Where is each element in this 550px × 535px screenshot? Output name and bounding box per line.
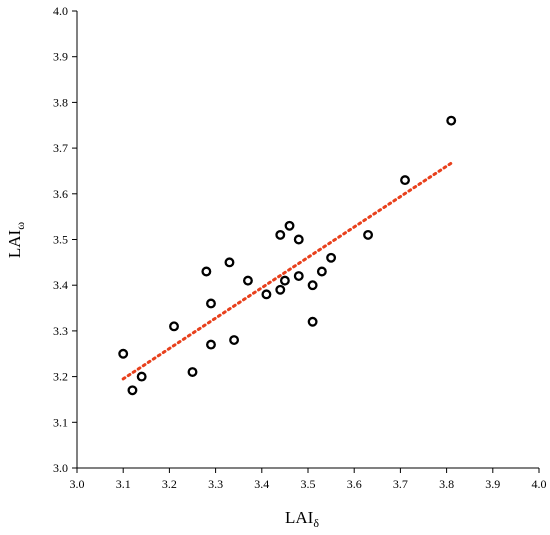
data-point bbox=[307, 280, 318, 291]
x-tick-label: 3.8 bbox=[439, 477, 454, 491]
data-point bbox=[127, 385, 138, 396]
data-point bbox=[169, 321, 179, 332]
data-point bbox=[224, 257, 235, 268]
data-point bbox=[261, 289, 272, 300]
data-point bbox=[275, 284, 286, 295]
x-tick-label: 3.4 bbox=[254, 477, 269, 491]
data-point bbox=[279, 275, 290, 286]
x-tick-label: 4.0 bbox=[532, 477, 547, 491]
data-point bbox=[316, 266, 327, 277]
y-tick-label: 3.8 bbox=[53, 95, 68, 109]
x-tick-label: 3.2 bbox=[162, 477, 177, 491]
data-point bbox=[242, 275, 253, 286]
x-tick-label: 3.9 bbox=[485, 477, 500, 491]
x-tick-label: 3.7 bbox=[393, 477, 408, 491]
data-point bbox=[326, 252, 337, 263]
trendline bbox=[121, 161, 453, 381]
trendline-layer bbox=[121, 161, 453, 381]
data-point bbox=[363, 229, 374, 240]
data-point bbox=[275, 229, 286, 240]
y-tick-label: 3.4 bbox=[53, 278, 68, 292]
data-point bbox=[400, 175, 410, 186]
y-tick-label: 3.3 bbox=[53, 324, 68, 338]
data-point bbox=[201, 266, 212, 277]
y-tick-label: 3.0 bbox=[53, 461, 68, 475]
x-tick-label: 3.3 bbox=[208, 477, 223, 491]
tick-labels: 3.0 3.1 3.2 3.3 3.4 3.5 3.6 3.7 3.8 3.9 4.0 3.0 3.1 3… bbox=[53, 4, 547, 491]
y-tick-label: 3.6 bbox=[53, 187, 68, 201]
x-tick-label: 3.5 bbox=[301, 477, 316, 491]
y-tick-label: 3.9 bbox=[53, 50, 68, 64]
x-tick-label: 3.1 bbox=[116, 477, 131, 491]
data-point bbox=[229, 335, 240, 345]
data-point bbox=[293, 271, 304, 282]
data-point bbox=[293, 234, 304, 245]
x-axis-label: LAIδ bbox=[285, 508, 319, 530]
data-point bbox=[136, 371, 147, 382]
data-point bbox=[307, 316, 318, 327]
y-tick-label: 3.5 bbox=[53, 233, 68, 247]
data-point bbox=[187, 367, 198, 377]
y-axis-label: LAIω bbox=[5, 222, 27, 258]
data-points bbox=[118, 115, 457, 396]
data-point bbox=[284, 220, 295, 231]
data-point bbox=[446, 115, 457, 126]
data-point bbox=[206, 298, 216, 309]
axes bbox=[72, 10, 540, 473]
x-tick-label: 3.0 bbox=[70, 477, 85, 491]
y-tick-label: 3.2 bbox=[53, 370, 68, 384]
x-tick-label: 3.6 bbox=[347, 477, 362, 491]
y-tick-label: 3.1 bbox=[53, 415, 68, 429]
y-tick-label: 4.0 bbox=[53, 4, 68, 18]
data-point bbox=[118, 348, 129, 359]
y-tick-label: 3.7 bbox=[53, 141, 68, 155]
data-point bbox=[206, 339, 216, 350]
